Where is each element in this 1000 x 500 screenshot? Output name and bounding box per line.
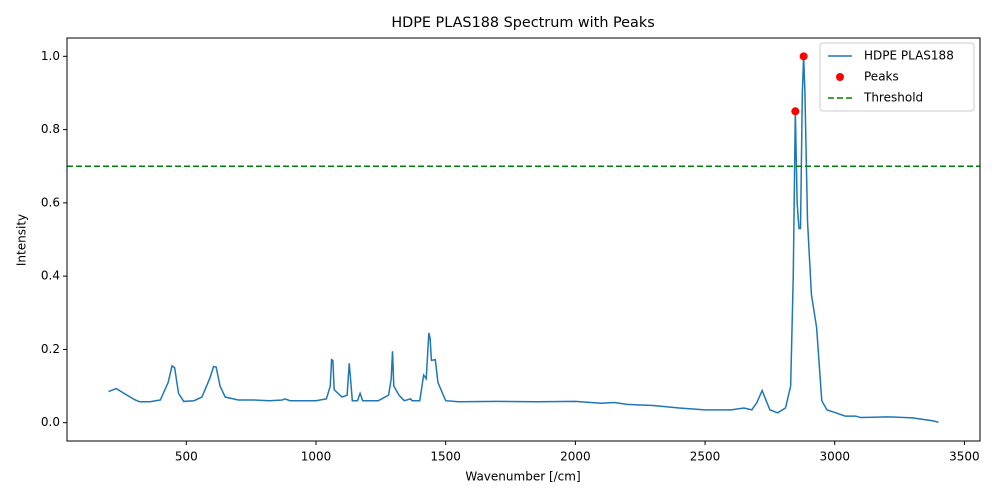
legend-swatch [836, 73, 844, 81]
x-tick-label: 500 [175, 450, 198, 464]
x-tick-label: 3000 [819, 450, 850, 464]
y-tick-label: 0.0 [41, 415, 60, 429]
peak-marker [799, 52, 808, 61]
y-tick-label: 0.4 [41, 269, 60, 283]
y-tick-label: 0.6 [41, 195, 60, 209]
x-axis-label: Wavenumber [/cm] [465, 470, 580, 484]
spectrum-line [108, 56, 939, 424]
chart-title: HDPE PLAS188 Spectrum with Peaks [391, 15, 654, 31]
y-axis-label: Intensity [15, 214, 29, 266]
y-tick-label: 0.8 [41, 122, 60, 136]
x-tick-label: 1500 [430, 450, 461, 464]
x-tick-label: 2000 [560, 450, 591, 464]
legend-label: Threshold [863, 91, 923, 105]
y-tick-label: 0.2 [41, 342, 60, 356]
legend-label: HDPE PLAS188 [864, 49, 954, 63]
y-tick-label: 1.0 [41, 49, 60, 63]
plot-frame [66, 37, 981, 442]
x-tick-label: 1000 [301, 450, 332, 464]
x-tick-label: 2500 [690, 450, 721, 464]
peak-marker [791, 107, 800, 116]
legend-label: Peaks [864, 70, 899, 84]
x-tick-label: 3500 [949, 450, 980, 464]
legend-box [819, 42, 975, 112]
